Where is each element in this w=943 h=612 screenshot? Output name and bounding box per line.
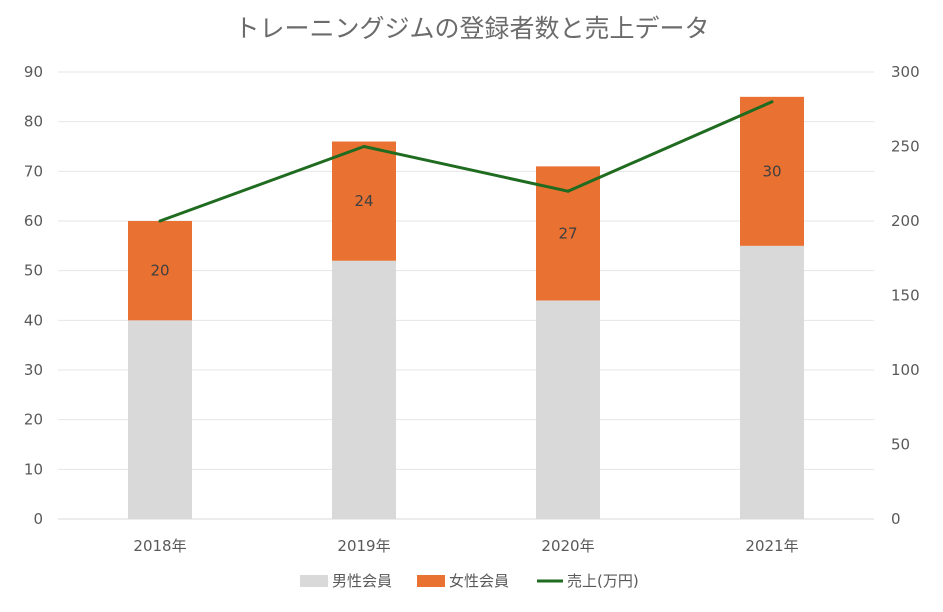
right-axis-tick-label: 50	[891, 436, 910, 454]
legend-label-female: 女性会員	[449, 572, 509, 590]
left-axis-tick-label: 10	[24, 460, 43, 478]
sales-point	[770, 100, 774, 104]
left-axis-labels: 0 10 20 30 40 50 60 70 80 90	[24, 63, 43, 528]
data-labels-layer: 20 24 27 30	[150, 162, 781, 279]
x-axis-tick-label: 2021年	[745, 537, 798, 555]
right-axis-tick-label: 0	[891, 510, 901, 528]
line-layer	[158, 100, 774, 223]
x-axis-labels: 2018年 2019年 2020年 2021年	[133, 537, 798, 555]
sales-point	[566, 189, 570, 193]
bar-female	[128, 221, 192, 321]
right-axis-tick-label: 100	[891, 361, 920, 379]
right-axis-tick-label: 150	[891, 287, 920, 305]
gridlines	[58, 71, 874, 520]
legend-item-male: 男性会員	[300, 572, 392, 590]
bar-male	[332, 260, 396, 519]
right-axis-tick-label: 300	[891, 63, 920, 81]
bar-male	[740, 245, 804, 520]
legend: 男性会員 女性会員 売上(万円)	[300, 572, 639, 590]
left-axis-tick-label: 80	[24, 113, 43, 131]
legend-item-sales: 売上(万円)	[537, 572, 639, 590]
bar-data-label: 27	[558, 224, 577, 242]
left-axis-tick-label: 70	[24, 162, 43, 180]
legend-swatch-female	[417, 575, 445, 587]
bar-data-label: 24	[354, 192, 373, 210]
bar-male	[128, 320, 192, 519]
bar-female	[332, 141, 396, 261]
sales-line	[159, 100, 773, 223]
left-axis-tick-label: 30	[24, 361, 43, 379]
legend-label-male: 男性会員	[332, 572, 392, 590]
left-axis-tick-label: 40	[24, 311, 43, 329]
left-axis-tick-label: 90	[24, 63, 43, 81]
legend-item-female: 女性会員	[417, 572, 509, 590]
left-axis-tick-label: 50	[24, 262, 43, 280]
x-axis-tick-label: 2020年	[541, 537, 594, 555]
bar-female	[740, 96, 804, 246]
bar-male	[536, 300, 600, 519]
bar-female	[536, 166, 600, 301]
left-axis-tick-label: 60	[24, 212, 43, 230]
right-axis-tick-label: 200	[891, 212, 920, 230]
left-axis-tick-label: 0	[33, 510, 43, 528]
sales-point	[158, 219, 162, 223]
bars-layer	[128, 96, 804, 520]
x-axis-tick-label: 2019年	[337, 537, 390, 555]
sales-point	[362, 145, 366, 148]
legend-label-sales: 売上(万円)	[567, 572, 639, 590]
right-axis-labels: 0 50 100 150 200 250 300	[891, 63, 920, 528]
right-axis-tick-label: 250	[891, 138, 920, 156]
left-axis-tick-label: 20	[24, 411, 43, 429]
bar-data-label: 30	[762, 162, 781, 180]
bar-data-label: 20	[150, 262, 169, 280]
x-axis-tick-label: 2018年	[133, 537, 186, 555]
chart-title: トレーニングジムの登録者数と売上データ	[234, 14, 709, 43]
legend-swatch-male	[300, 575, 328, 587]
